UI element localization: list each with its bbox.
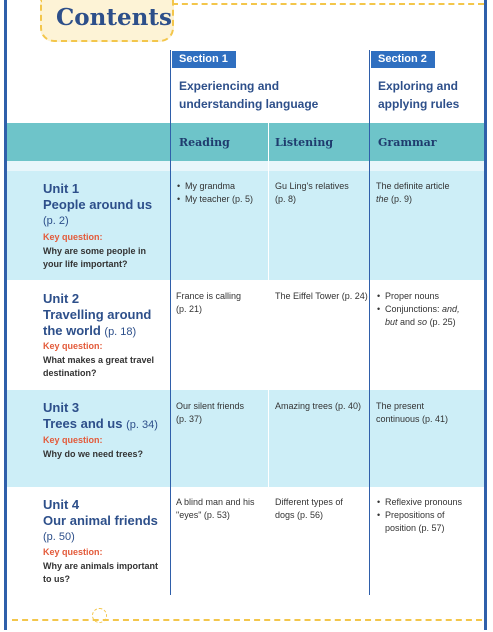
bottom-dashed-line [12,619,482,621]
divider-line [170,50,171,595]
unit-4-grammar: Reflexive pronouns Prepositions ofpositi… [376,496,462,535]
section-2-description: Exploring and applying rules [378,79,460,111]
unit-1-listening: Gu Ling's relatives (p. 8) [275,181,349,204]
key-question-label: Key question: [43,435,103,445]
grammar-header: Grammar [378,136,437,149]
header-gap [7,161,484,171]
section-2-tab: Section 2 [371,51,435,68]
unit-1-grammar: The definite article the (p. 9) [376,181,450,204]
unit-3-question: Why do we need trees? [43,449,144,459]
reading-header: Reading [179,136,230,149]
unit-2-reading: France is calling (p. 21) [176,291,242,314]
title-banner [40,0,174,42]
unit-4-question: Why are animals important to us? [43,561,159,584]
unit-2-question: What makes a great travel destination? [43,355,155,378]
unit-4-listening: Different types of dogs (p. 56) [275,497,343,520]
unit-4-title: Unit 4 Our animal friends (p. 50) [43,497,158,543]
section-1-description: Experiencing and understanding language [179,79,319,111]
page-frame [4,0,487,630]
unit-3-title: Unit 3 Trees and us (p. 34) [43,400,158,431]
column-header-bar [7,123,484,161]
decorative-circle [92,608,107,623]
divider-line [268,123,269,595]
key-question-label: Key question: [43,341,103,351]
section-1-tab: Section 1 [172,51,236,68]
unit-2-grammar: Proper nouns Conjunctions: and,but and s… [376,290,460,329]
unit-3-reading: Our silent friends (p. 37) [176,401,245,424]
divider-line [369,50,370,595]
unit-3-listening: Amazing trees (p. 40) [275,401,362,411]
key-question-label: Key question: [43,232,103,242]
unit-4-reading: A blind man and his "eyes" (p. 53) [176,497,255,520]
page-title: Contents [56,4,172,31]
listening-header: Listening [275,136,334,149]
key-question-label: Key question: [43,547,103,557]
unit-1-reading: My grandmaMy teacher (p. 5) [176,180,253,206]
unit-2-listening: The Eiffel Tower (p. 24) [275,291,368,301]
unit-3-row [7,390,484,487]
unit-3-grammar: The present continuous (p. 41) [376,401,449,424]
unit-2-title: Unit 2 Travelling around the world (p. 1… [43,291,152,338]
unit-1-title: Unit 1 People around us (p. 2) [43,181,153,227]
unit-1-question: Why are some people in your life importan… [43,246,147,269]
top-dashed-line [172,3,484,5]
